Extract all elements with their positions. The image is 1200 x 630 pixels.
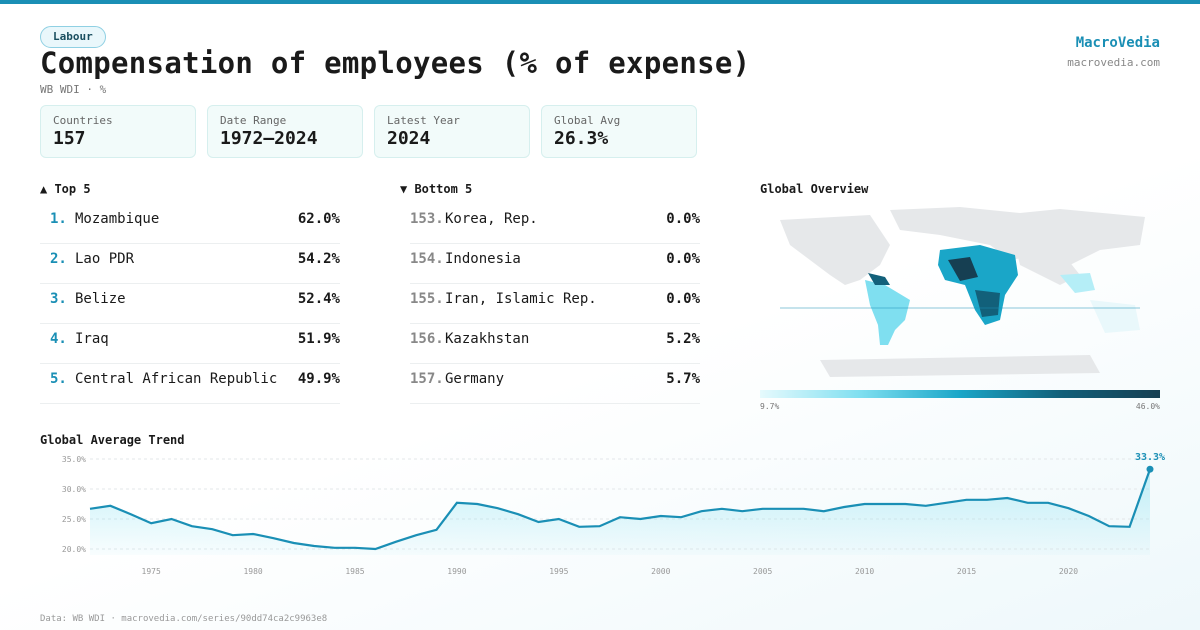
rank: 3.	[50, 291, 67, 307]
list-row: 5. Central African Republic 49.9%	[40, 363, 340, 404]
map-region	[1090, 300, 1140, 333]
map-region	[890, 207, 1145, 265]
subtitle: WB WDI · %	[40, 83, 107, 96]
country: Belize	[75, 291, 126, 307]
brand-url[interactable]: macrovedia.com	[1067, 56, 1160, 69]
rank: 2.	[50, 251, 67, 267]
x-tick-label: 1975	[142, 567, 161, 576]
trend-chart: 20.0% 25.0% 30.0% 35.0% 1975 1980 1985 1990 1995…	[62, 452, 1165, 576]
list-row: 153. Korea, Rep. 0.0%	[410, 203, 700, 244]
x-tick-label: 2020	[1059, 567, 1078, 576]
map-region	[938, 245, 1018, 325]
stat-value: 1972–2024	[220, 128, 318, 149]
rank: 153.	[410, 211, 444, 227]
x-tick-label: 2010	[855, 567, 874, 576]
map-region	[868, 273, 890, 285]
list-row: 154. Indonesia 0.0%	[410, 243, 700, 284]
value: 0.0%	[666, 211, 700, 227]
brand[interactable]: MacroVedia	[1075, 35, 1160, 51]
y-tick-label: 25.0%	[62, 515, 86, 524]
map-region	[1060, 273, 1095, 293]
list-row: 3. Belize 52.4%	[40, 283, 340, 324]
rank: 1.	[50, 211, 67, 227]
list-row: 155. Iran, Islamic Rep. 0.0%	[410, 283, 700, 324]
list-row: 1. Mozambique 62.0%	[40, 203, 340, 244]
country: Central African Republic	[75, 371, 278, 387]
value: 54.2%	[297, 251, 340, 267]
country: Germany	[445, 371, 505, 387]
page-title: Compensation of employees (% of expense)	[40, 46, 751, 80]
rank: 5.	[50, 371, 67, 387]
country: Kazakhstan	[445, 331, 530, 347]
stat-card: Latest Year 2024	[374, 105, 530, 158]
country: Iran, Islamic Rep.	[445, 291, 597, 307]
area	[90, 469, 1150, 555]
stat-value: 157	[53, 128, 86, 149]
category-tag[interactable]: Labour	[40, 26, 106, 48]
stat-label: Latest Year	[387, 114, 460, 127]
line	[89, 468, 1152, 551]
list-row: 157. Germany 5.7%	[410, 363, 700, 404]
stat-card: Global Avg 26.3%	[541, 105, 697, 158]
country: Korea, Rep.	[445, 211, 538, 227]
section-title: ▼ Bottom 5	[400, 182, 473, 196]
x-tick-label: 1990	[447, 567, 466, 576]
map-region	[780, 215, 890, 285]
footer: Data: WB WDI · macrovedia.com/series/90d…	[40, 614, 328, 624]
x-tick-label: 2000	[651, 567, 670, 576]
legend-min: 9.7%	[760, 402, 780, 411]
country: Lao PDR	[75, 251, 135, 267]
rank: 157.	[410, 371, 444, 387]
rank: 154.	[410, 251, 444, 267]
value: 5.7%	[666, 371, 700, 387]
list-row: 4. Iraq 51.9%	[40, 323, 340, 364]
value: 52.4%	[297, 291, 340, 307]
stat-card: Date Range 1972–2024	[207, 105, 363, 158]
stat-label: Global Avg	[554, 114, 621, 127]
country: Iraq	[75, 331, 109, 347]
value: 49.9%	[297, 371, 340, 387]
map-region	[865, 280, 910, 345]
end-point	[1146, 465, 1154, 473]
country: Mozambique	[75, 211, 160, 227]
value: 51.9%	[297, 331, 340, 347]
x-tick-label: 2015	[957, 567, 976, 576]
value: 0.0%	[666, 251, 700, 267]
section-title: ▲ Top 5	[40, 182, 91, 196]
stat-value: 2024	[387, 128, 431, 149]
x-tick-label: 1980	[243, 567, 262, 576]
rank: 156.	[410, 331, 444, 347]
value: 62.0%	[297, 211, 340, 227]
legend-max: 46.0%	[1135, 402, 1160, 411]
stat-card: Countries 157	[40, 105, 196, 158]
stat-label: Date Range	[220, 114, 287, 127]
x-tick-label: 2005	[753, 567, 772, 576]
y-tick-label: 20.0%	[62, 545, 86, 554]
map-region	[975, 290, 1000, 317]
y-tick-label: 30.0%	[62, 485, 86, 494]
world-map	[780, 207, 1145, 377]
map-region	[820, 355, 1100, 377]
map-region	[948, 257, 978, 281]
x-tick-label: 1985	[345, 567, 364, 576]
list-row: 2. Lao PDR 54.2%	[40, 243, 340, 284]
stat-label: Countries	[53, 114, 113, 127]
value: 0.0%	[666, 291, 700, 307]
section-title: Global Overview	[760, 182, 869, 196]
end-label: 33.3%	[1135, 452, 1165, 463]
top-bar	[0, 0, 1200, 4]
color-scale	[760, 390, 1160, 398]
value: 5.2%	[666, 331, 700, 347]
list-row: 156. Kazakhstan 5.2%	[410, 323, 700, 364]
y-tick-label: 35.0%	[62, 455, 86, 464]
x-tick-label: 1995	[549, 567, 568, 576]
stat-value: 26.3%	[554, 128, 609, 149]
rank: 155.	[410, 291, 444, 307]
rank: 4.	[50, 331, 67, 347]
chart-title: Global Average Trend	[40, 433, 185, 447]
country: Indonesia	[445, 251, 521, 267]
